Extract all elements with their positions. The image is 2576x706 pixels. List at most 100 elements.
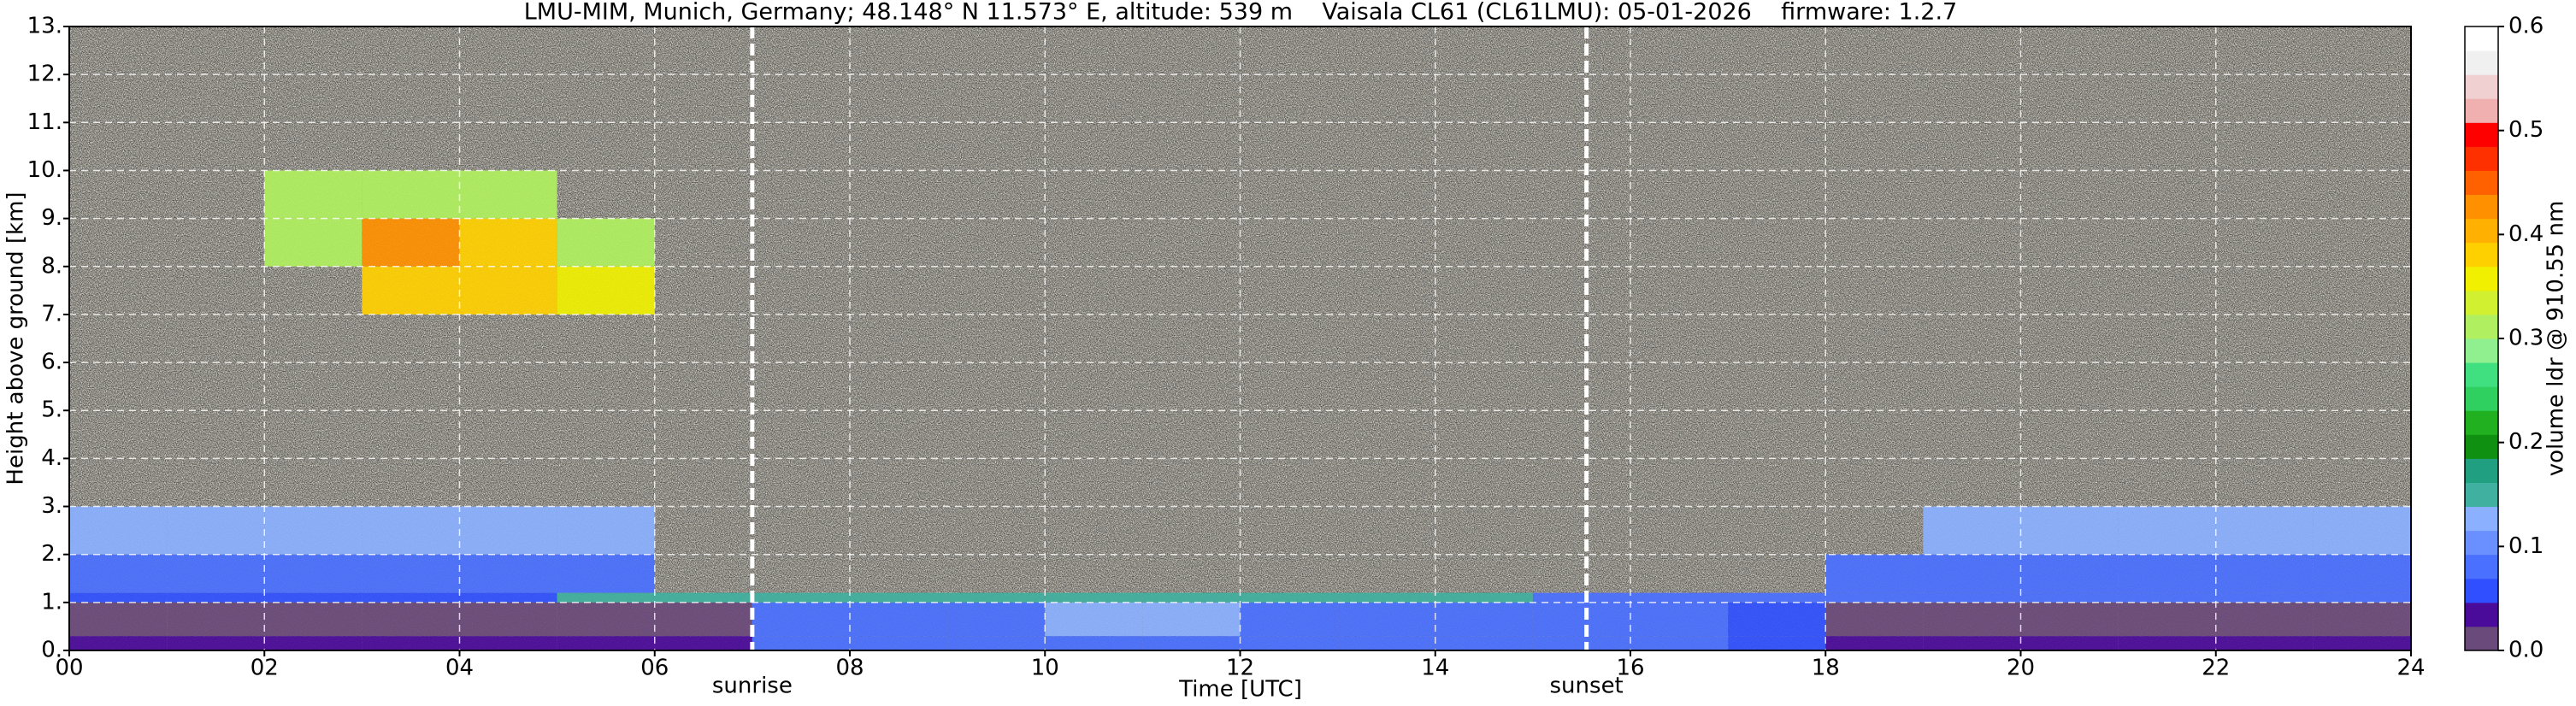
x-tick-label: 16 xyxy=(1616,656,1644,681)
heatmap-cell xyxy=(362,266,460,315)
heatmap-cell xyxy=(167,554,265,593)
heatmap-cell xyxy=(362,218,460,267)
heatmap-cell xyxy=(2313,554,2411,593)
chart-title: LMU-MIM, Munich, Germany; 48.148° N 11.5… xyxy=(524,0,1958,26)
heatmap-cell xyxy=(2313,506,2411,555)
colorbar-segment xyxy=(2465,386,2498,411)
x-tick-label: 08 xyxy=(835,656,864,681)
heatmap-cell xyxy=(167,506,265,555)
x-tick-label: 04 xyxy=(445,656,474,681)
heatmap-cell xyxy=(1435,592,1533,603)
heatmap-cell xyxy=(1532,592,1630,603)
heatmap-cell xyxy=(2215,636,2314,650)
heatmap-cell xyxy=(1045,602,1143,637)
heatmap-cell xyxy=(1825,592,1924,603)
colorbar-segment xyxy=(2465,602,2498,627)
heatmap-cell xyxy=(362,592,460,603)
colorbar-tick-label: 0.5 xyxy=(2508,117,2544,143)
heatmap-cell xyxy=(2020,636,2119,650)
heatmap-cell xyxy=(1825,554,1924,593)
heatmap-cell xyxy=(2313,636,2411,650)
colorbar-segment xyxy=(2465,266,2498,291)
colorbar-segment xyxy=(2465,50,2498,75)
heatmap-cell xyxy=(1630,602,1729,637)
heatmap-cell xyxy=(1825,602,1924,637)
y-tick-label: 8. xyxy=(41,253,62,279)
heatmap-cell xyxy=(2215,602,2314,637)
heatmap-cell xyxy=(1142,592,1241,603)
heatmap-cell xyxy=(2215,554,2314,593)
x-tick-label: 24 xyxy=(2396,656,2425,681)
y-tick-label: 12. xyxy=(27,62,62,87)
heatmap-cell xyxy=(362,636,460,650)
heatmap-cell xyxy=(1045,592,1143,603)
heatmap-cell xyxy=(264,602,363,637)
colorbar-segment xyxy=(2465,530,2498,556)
heatmap-cell xyxy=(2313,602,2411,637)
heatmap-cell xyxy=(654,602,752,637)
colorbar-tick-label: 0.2 xyxy=(2508,429,2544,455)
colorbar-segment xyxy=(2465,338,2498,363)
heatmap-cell xyxy=(167,592,265,603)
colorbar-segment xyxy=(2465,578,2498,603)
heatmap-cell xyxy=(1337,602,1435,637)
heatmap-cell xyxy=(1630,636,1729,650)
heatmap-cell xyxy=(654,592,752,603)
y-tick-label: 9. xyxy=(41,205,62,231)
y-tick-label: 3. xyxy=(41,493,62,519)
heatmap-cell xyxy=(1630,592,1729,603)
heatmap-cell xyxy=(264,218,363,267)
heatmap-cell xyxy=(1923,602,2021,637)
colorbar-segment xyxy=(2465,170,2498,196)
heatmap-cell xyxy=(2020,592,2119,603)
colorbar-segment xyxy=(2465,218,2498,244)
colorbar-segment xyxy=(2465,554,2498,580)
heatmap-cell xyxy=(264,554,363,593)
colorbar-segment xyxy=(2465,242,2498,268)
heatmap-cell xyxy=(459,506,557,555)
heatmap-cell xyxy=(1532,636,1630,650)
heatmap-cell xyxy=(2215,506,2314,555)
heatmap-cell xyxy=(2118,592,2216,603)
heatmap-cell xyxy=(2020,554,2119,593)
colorbar-segment xyxy=(2465,194,2498,220)
heatmap-cell xyxy=(1728,602,1826,637)
heatmap-cell xyxy=(654,636,752,650)
x-tick-label: 02 xyxy=(251,656,279,681)
colorbar-segment xyxy=(2465,146,2498,171)
heatmap-cell xyxy=(1825,636,1924,650)
colorbar-segment xyxy=(2465,626,2498,651)
heatmap-cell xyxy=(1337,636,1435,650)
heatmap-cell xyxy=(850,592,948,603)
colorbar-segment xyxy=(2465,482,2498,508)
y-tick-label: 11. xyxy=(27,109,62,135)
heatmap-cell xyxy=(69,636,168,650)
y-tick-label: 2. xyxy=(41,541,62,567)
heatmap-cell xyxy=(264,506,363,555)
colorbar-tick-label: 0.6 xyxy=(2508,14,2544,39)
y-tick-label: 1. xyxy=(41,589,62,615)
heatmap-cell xyxy=(362,506,460,555)
colorbar-segment xyxy=(2465,458,2498,483)
heatmap-cell xyxy=(459,592,557,603)
heatmap-cell xyxy=(557,266,655,315)
heatmap-cell xyxy=(1435,636,1533,650)
x-tick-label: 06 xyxy=(640,656,669,681)
heatmap-cell xyxy=(557,602,655,637)
y-tick-label: 13. xyxy=(27,14,62,39)
x-tick-label: 20 xyxy=(2007,656,2035,681)
heatmap-cell xyxy=(1240,592,1338,603)
heatmap-cell xyxy=(264,170,363,219)
heatmap-cell xyxy=(752,636,850,650)
heatmap-cell xyxy=(1923,506,2021,555)
heatmap-cell xyxy=(557,554,655,593)
y-tick-label: 0. xyxy=(41,638,62,663)
heatmap-cell xyxy=(557,592,655,603)
colorbar-segment xyxy=(2465,362,2498,387)
heatmap-cell xyxy=(947,592,1046,603)
marker-label: sunset xyxy=(1550,674,1624,699)
heatmap-cell xyxy=(1923,592,2021,603)
heatmap-cell xyxy=(1240,636,1338,650)
heatmap-cell xyxy=(557,218,655,267)
